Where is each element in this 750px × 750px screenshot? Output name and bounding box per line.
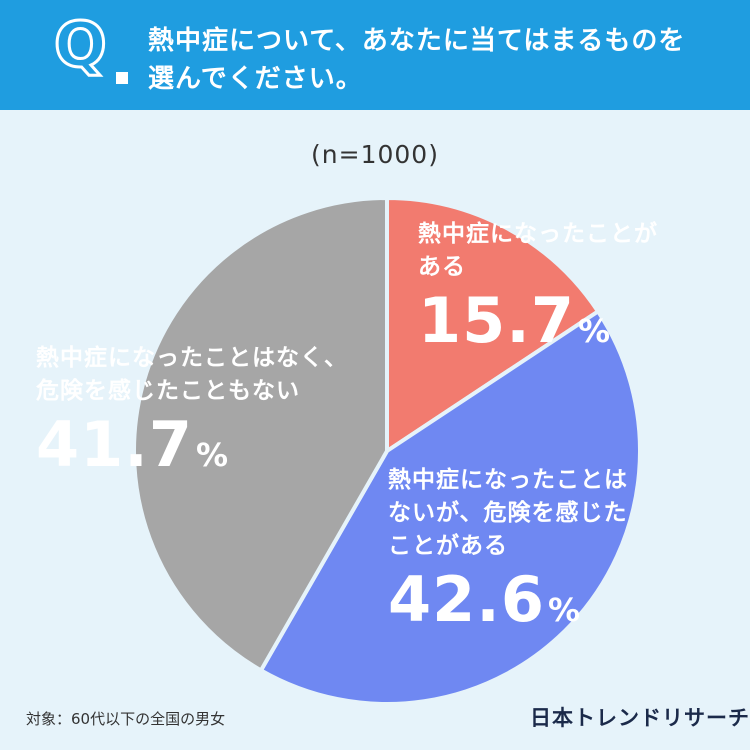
slice-label-text-line: ないが、危険を感じた — [388, 500, 628, 526]
slice-label-text-line: 熱中症になったことはなく、 — [36, 345, 348, 371]
percent-unit: % — [577, 312, 612, 350]
question-line-2: 選んでください。 — [148, 64, 363, 94]
pie-slice-felt-danger — [258, 309, 642, 706]
slice-label-text-line: ことがある — [388, 533, 508, 559]
slice-label-text-line: 熱中症になったことは — [388, 467, 628, 493]
slice-label-had-heatstroke: 熱中症になったことが ある 15.7% — [418, 218, 718, 352]
slice-percent: 42.6% — [388, 569, 688, 631]
slice-label-text-line: 熱中症になったことが — [418, 221, 658, 247]
q-dot-icon — [116, 72, 128, 84]
slice-label-felt-danger: 熱中症になったことは ないが、危険を感じた ことがある 42.6% — [388, 464, 688, 631]
percent-value: 42.6 — [388, 563, 545, 636]
slice-percent: 15.7% — [418, 290, 718, 352]
percent-unit: % — [547, 591, 582, 629]
question-header: Q 熱中症について、あなたに当てはまるものを 選んでください。 — [0, 0, 750, 110]
slice-label-text-line: 危険を感じたこともない — [36, 378, 300, 404]
slice-label-text-line: ある — [418, 254, 466, 280]
percent-value: 41.7 — [36, 408, 193, 481]
brand-logo: 日本トレンドリサーチ — [530, 706, 750, 730]
question-text: 熱中症について、あなたに当てはまるものを 選んでください。 — [148, 22, 728, 98]
percent-unit: % — [195, 436, 230, 474]
pie-slice-no-experience — [132, 196, 389, 673]
slice-percent: 41.7% — [36, 414, 386, 476]
slice-label-no-experience: 熱中症になったことはなく、 危険を感じたこともない 41.7% — [36, 342, 386, 476]
question-line-1: 熱中症について、あなたに当てはまるものを — [148, 26, 686, 56]
pie-slice-had-heatstroke — [385, 196, 601, 453]
percent-value: 15.7 — [418, 284, 575, 357]
q-mark-icon: Q — [53, 8, 109, 81]
sample-size: (n=1000) — [311, 140, 439, 169]
survey-target-note: 対象：60代以下の全国の男女 — [26, 710, 226, 728]
